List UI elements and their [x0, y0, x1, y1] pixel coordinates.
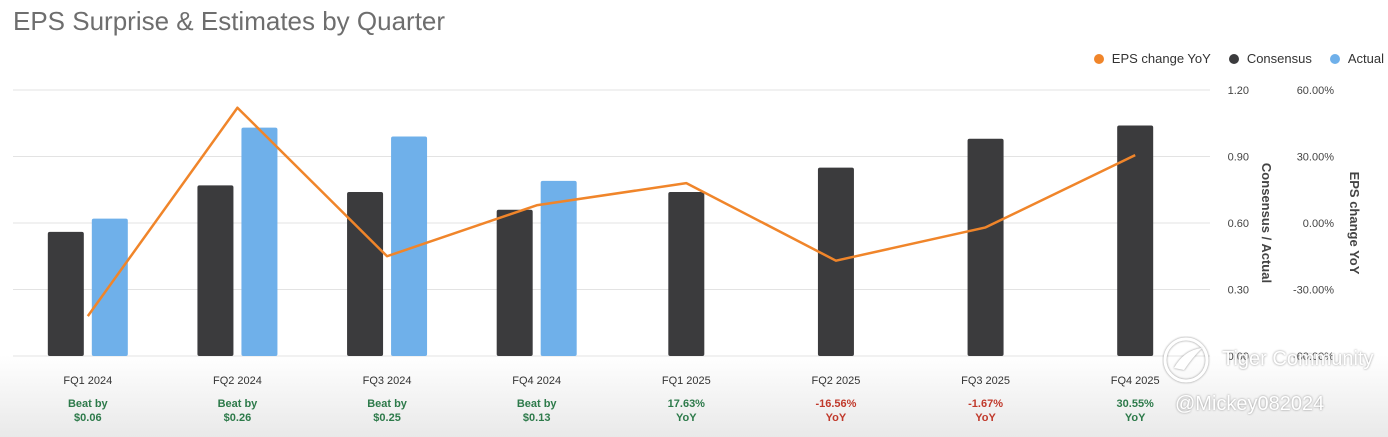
x-tick-label: FQ4 2025 — [1111, 375, 1160, 387]
chart-legend: EPS change YoY Consensus Actual — [1093, 51, 1384, 66]
annotation-line2: YoY — [826, 412, 847, 424]
legend-label-actual: Actual — [1347, 51, 1384, 66]
y-left-tick-label: 0.00 — [1228, 351, 1249, 363]
annotation-line2: YoY — [676, 412, 697, 424]
bar-consensus — [1117, 125, 1154, 356]
y-right-tick-label: -30.00% — [1293, 285, 1334, 297]
x-tick-label: FQ3 2024 — [363, 375, 412, 387]
line-eps-change-yoy — [86, 106, 1136, 317]
annotation-line1: -1.67% — [968, 398, 1003, 410]
legend-item-consensus: Consensus — [1228, 51, 1312, 66]
annotation-line1: 17.63% — [668, 398, 706, 410]
bar-actual — [391, 136, 428, 356]
legend-swatch-consensus — [1228, 53, 1239, 64]
y-right-tick-label: -60.00% — [1293, 351, 1334, 363]
y-left-tick-label: 0.90 — [1228, 152, 1249, 164]
x-tick-label: FQ3 2025 — [961, 375, 1010, 387]
bar-consensus — [967, 138, 1004, 356]
x-tick-label: FQ2 2025 — [811, 375, 860, 387]
bar-consensus — [496, 209, 533, 356]
legend-item-yoy: EPS change YoY — [1093, 51, 1211, 66]
x-tick-label: FQ4 2024 — [512, 375, 561, 387]
x-tick-label: FQ1 2025 — [662, 375, 711, 387]
bar-consensus — [347, 191, 384, 356]
annotation-line1: -16.56% — [815, 398, 856, 410]
y-left-tick-label: 0.60 — [1228, 218, 1249, 230]
annotation-line2: $0.25 — [373, 412, 401, 424]
legend-label-consensus: Consensus — [1246, 51, 1312, 66]
y-right-axis-label: EPS change YoY — [1347, 172, 1362, 275]
annotation-line1: 30.55% — [1117, 398, 1155, 410]
bar-consensus — [47, 231, 84, 356]
bar-consensus — [668, 191, 705, 356]
legend-swatch-yoy — [1093, 53, 1104, 64]
x-tick-label: FQ2 2024 — [213, 375, 262, 387]
y-right-tick-label: 60.00% — [1297, 85, 1335, 97]
annotation-line2: $0.13 — [523, 412, 551, 424]
annotation-line1: Beat by — [367, 398, 408, 410]
annotation-line2: YoY — [975, 412, 996, 424]
y-left-tick-label: 0.30 — [1228, 285, 1249, 297]
y-left-tick-label: 1.20 — [1228, 85, 1249, 97]
legend-swatch-actual — [1329, 53, 1340, 64]
bar-actual — [540, 180, 577, 356]
annotation-line2: $0.26 — [224, 412, 252, 424]
y-right-tick-label: 30.00% — [1297, 152, 1335, 164]
chart-title: EPS Surprise & Estimates by Quarter — [13, 6, 446, 36]
watermark-handle: @Mickey082024 — [1175, 393, 1325, 415]
bar-consensus — [197, 185, 234, 356]
y-right-tick-label: 0.00% — [1303, 218, 1334, 230]
annotation-line1: Beat by — [68, 398, 109, 410]
watermark-name: Tiger Community — [1222, 348, 1374, 370]
annotation-line1: Beat by — [517, 398, 558, 410]
annotation-line2: YoY — [1125, 412, 1146, 424]
watermark-logo-icon — [1163, 337, 1209, 383]
bar-actual — [241, 127, 278, 356]
annotation-line1: Beat by — [218, 398, 259, 410]
annotation-line2: $0.06 — [74, 412, 102, 424]
legend-item-actual: Actual — [1329, 51, 1384, 66]
legend-label-yoy: EPS change YoY — [1111, 51, 1211, 66]
x-tick-label: FQ1 2024 — [63, 375, 112, 387]
y-left-axis-label: Consensus / Actual — [1259, 163, 1274, 283]
